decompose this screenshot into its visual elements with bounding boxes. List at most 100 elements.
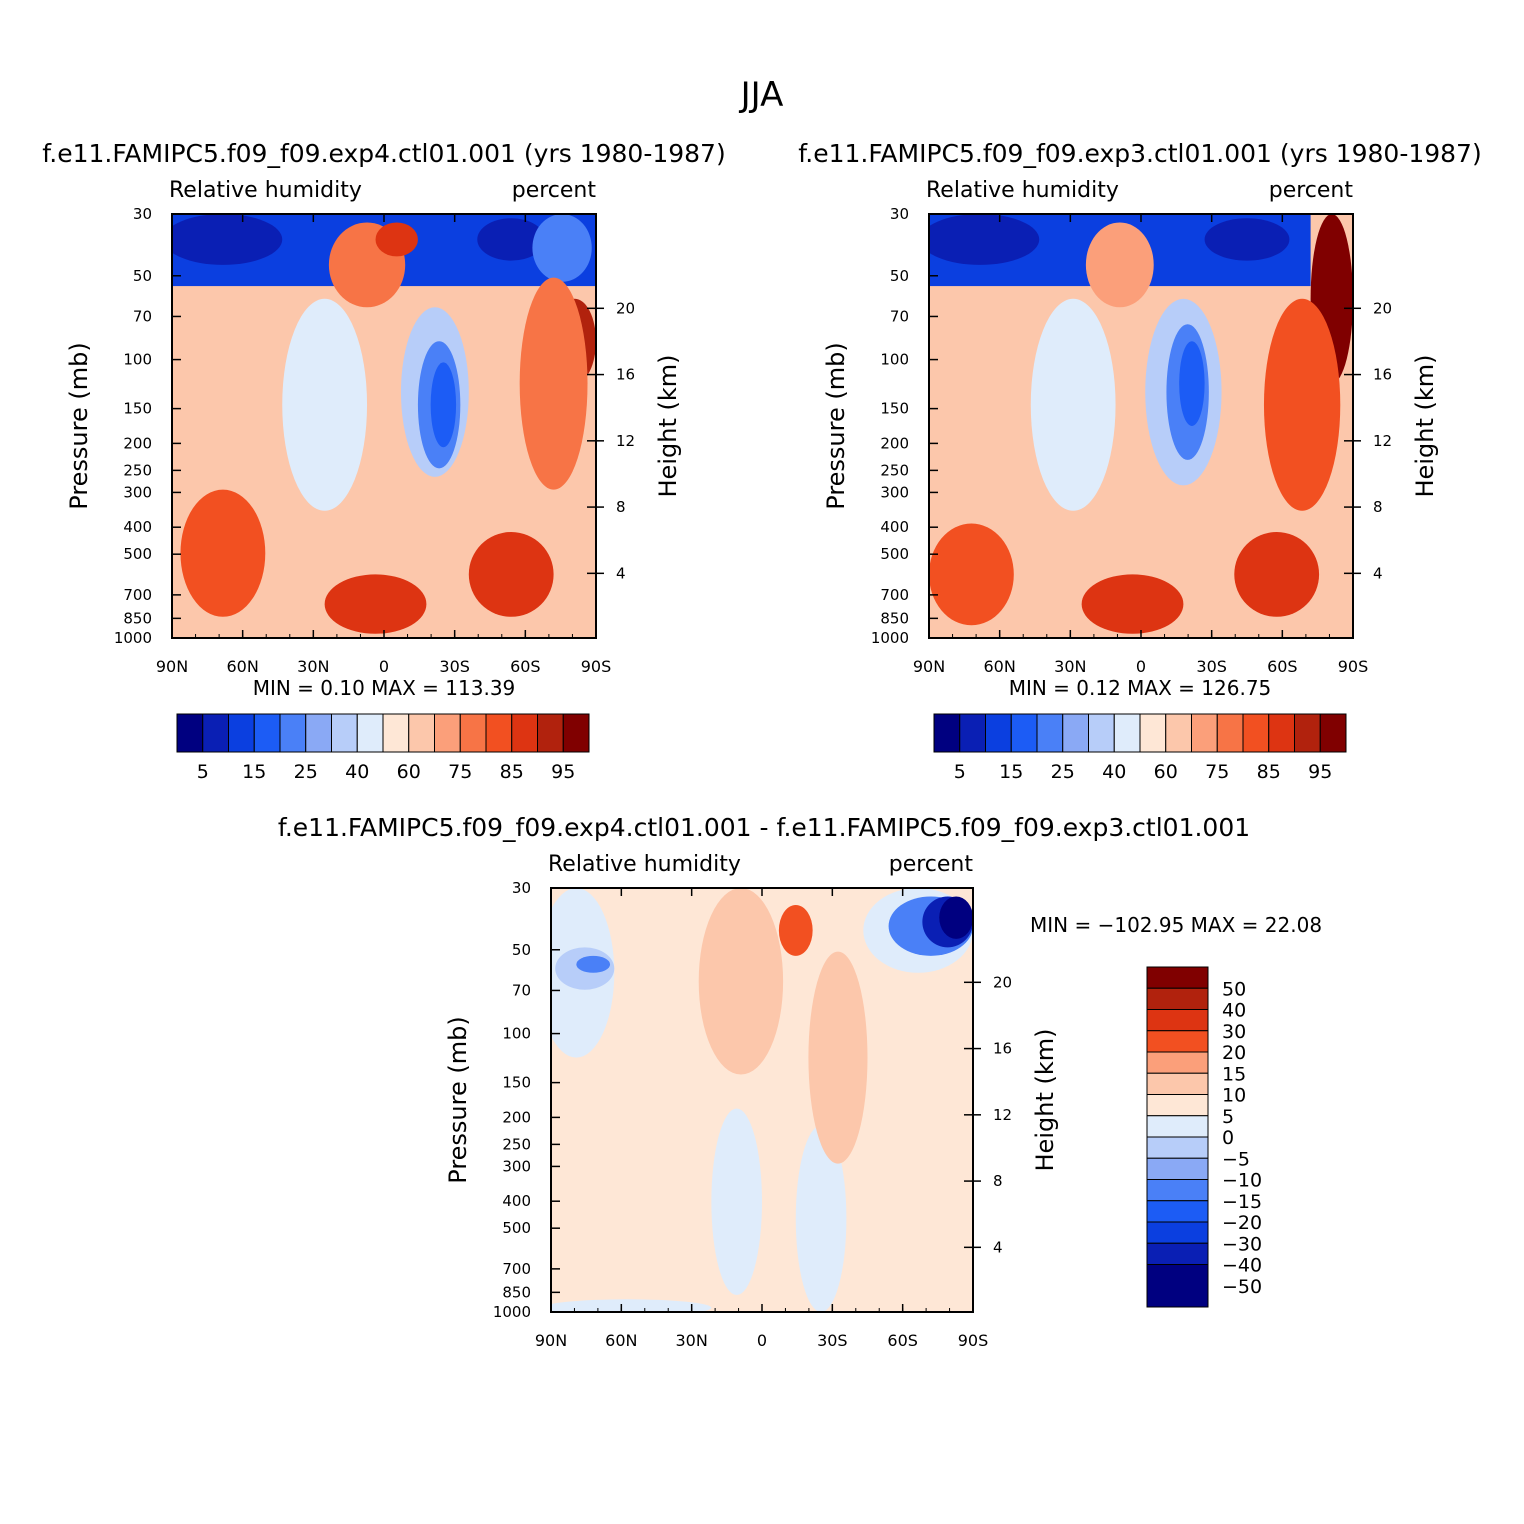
x-tick-label: 30S [1196,657,1227,676]
panel-title: f.e11.FAMIPC5.f09_f09.exp4.ctl01.001 (yr… [42,139,725,168]
variable-label: Relative humidity [169,178,362,203]
colorbar-label: −50 [1222,1276,1262,1298]
colorbar-label: 10 [1222,1085,1246,1107]
colorbar-label: 85 [1257,761,1281,783]
y-tick-label: 700 [123,586,152,604]
field-contour [282,298,368,511]
field-contour [576,955,611,973]
x-tick-label: 90S [581,657,612,676]
colorbar-swatch [1146,966,1209,989]
field-contour [808,951,868,1164]
field-contour [1081,574,1184,634]
y-tick-label: 400 [880,518,909,536]
colorbar-swatch [1146,1242,1209,1265]
field-contour [519,277,588,490]
colorbar-swatch [228,713,255,753]
y-tick-label: 300 [502,1157,531,1175]
field-contour [477,218,546,261]
x-tick-label: 90S [958,1331,989,1350]
y-tick-label: 150 [123,400,152,418]
x-tick-label: 90N [156,657,188,676]
colorbar-swatch [1146,1009,1209,1032]
y-tick-label: 50 [512,941,531,959]
colorbar-label: 40 [1222,1000,1246,1022]
field-contour [939,896,973,939]
min-max-stats: MIN = 0.12 MAX = 126.75 [1009,676,1272,700]
y-tick-label: 50 [133,267,152,285]
colorbar-swatch [331,713,358,753]
figure-title: JJA [739,75,784,115]
colorbar-swatch [1088,713,1115,753]
field-contour [551,1299,712,1312]
colorbar-swatch [1139,713,1167,753]
colorbar-swatch [279,713,307,753]
y2-tick-label: 8 [1373,498,1383,516]
x-tick-label: 60N [984,657,1016,676]
colorbar-swatch [1146,1072,1209,1095]
colorbar-swatch [202,713,229,753]
colorbar-label: 5 [1222,1106,1234,1128]
colorbar-label: 60 [397,761,421,783]
panel-exp4: f.e11.FAMIPC5.f09_f09.exp4.ctl01.001 (yr… [42,139,725,783]
y-tick-label: 150 [502,1074,531,1092]
colorbar-swatch [1062,713,1089,753]
colorbar-label: −40 [1222,1255,1262,1277]
y-tick-label: 1000 [871,629,909,647]
units-label: percent [889,852,974,877]
y-tick-label: 850 [880,609,909,627]
y-tick-label: 850 [123,609,152,627]
field-contour [795,1125,847,1312]
y-tick-label: 30 [890,205,909,223]
colorbar-swatch [1146,1136,1209,1159]
y2-axis-title: Height (km) [1031,1029,1059,1172]
y2-axis-title: Height (km) [1411,355,1439,498]
field-contour [1030,298,1116,511]
field-contour [172,214,283,265]
x-tick-label: 60N [605,1331,637,1350]
field-contour [324,574,427,634]
colorbar-swatch [485,713,513,753]
y-axis-title: Pressure (mb) [444,1016,472,1183]
y-tick-label: 200 [123,434,152,452]
y2-tick-label: 4 [993,1238,1003,1256]
colorbar-swatch [1146,1030,1209,1053]
colorbar-swatch [511,713,538,753]
y2-tick-label: 4 [616,564,626,582]
colorbar-label: −20 [1222,1212,1262,1234]
y-tick-label: 400 [502,1192,531,1210]
colorbar-label: 75 [1205,761,1229,783]
x-tick-label: 30S [817,1331,848,1350]
y-tick-label: 70 [133,307,152,325]
colorbar-swatch [1165,713,1192,753]
colorbar-label: 85 [500,761,524,783]
x-tick-label: 0 [757,1331,767,1350]
y-tick-label: 70 [890,307,909,325]
colorbar-label: 0 [1222,1127,1234,1149]
y-tick-label: 500 [502,1219,531,1237]
field-contour [1263,298,1341,511]
colorbar-swatch [1146,987,1209,1010]
colorbar-swatch [1146,1264,1209,1308]
colorbar-swatch [1146,1157,1209,1180]
field-contour [698,888,784,1075]
y-tick-label: 300 [880,483,909,501]
colorbar-swatch [1191,713,1218,753]
x-tick-label: 30S [439,657,470,676]
field-contour [430,362,457,448]
x-tick-label: 90N [535,1331,567,1350]
variable-label: Relative humidity [548,852,741,877]
min-max-stats: MIN = 0.10 MAX = 113.39 [253,676,516,700]
panel-title: f.e11.FAMIPC5.f09_f09.exp4.ctl01.001 - f… [278,813,1250,842]
colorbar-label: 50 [1222,978,1246,1000]
field-contour [532,214,592,282]
panel-exp3: f.e11.FAMIPC5.f09_f09.exp3.ctl01.001 (yr… [798,139,1481,783]
min-max-stats: MIN = −102.95 MAX = 22.08 [1030,913,1322,937]
contour-field [551,888,973,1312]
colorbar-swatch [1036,713,1064,753]
y-tick-label: 30 [512,879,531,897]
y-tick-label: 150 [880,400,909,418]
colorbar-label: 30 [1222,1021,1246,1043]
y-tick-label: 100 [502,1025,531,1043]
colorbar-swatch [1113,713,1141,753]
y-tick-label: 300 [123,483,152,501]
